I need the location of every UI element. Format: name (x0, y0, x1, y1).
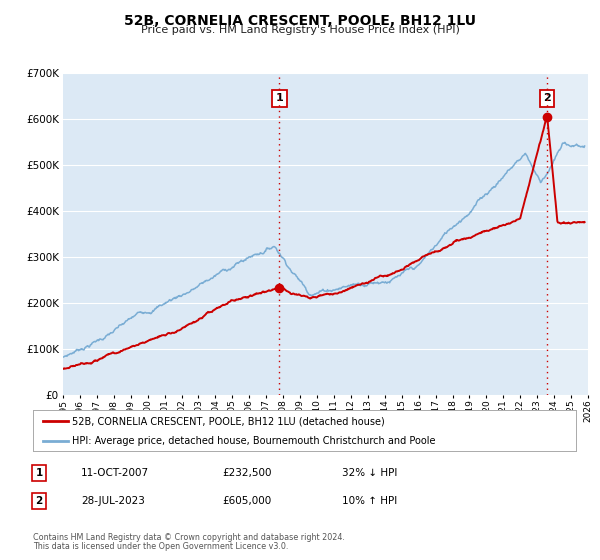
Text: 2: 2 (35, 496, 43, 506)
Text: Price paid vs. HM Land Registry's House Price Index (HPI): Price paid vs. HM Land Registry's House … (140, 25, 460, 35)
Text: 32% ↓ HPI: 32% ↓ HPI (342, 468, 397, 478)
Text: 52B, CORNELIA CRESCENT, POOLE, BH12 1LU (detached house): 52B, CORNELIA CRESCENT, POOLE, BH12 1LU … (72, 417, 385, 426)
Text: 11-OCT-2007: 11-OCT-2007 (81, 468, 149, 478)
Text: Contains HM Land Registry data © Crown copyright and database right 2024.: Contains HM Land Registry data © Crown c… (33, 533, 345, 542)
Text: This data is licensed under the Open Government Licence v3.0.: This data is licensed under the Open Gov… (33, 542, 289, 551)
Text: 28-JUL-2023: 28-JUL-2023 (81, 496, 145, 506)
Text: £232,500: £232,500 (222, 468, 271, 478)
Text: 10% ↑ HPI: 10% ↑ HPI (342, 496, 397, 506)
Text: 2: 2 (543, 93, 551, 103)
Text: 52B, CORNELIA CRESCENT, POOLE, BH12 1LU: 52B, CORNELIA CRESCENT, POOLE, BH12 1LU (124, 14, 476, 28)
Text: 1: 1 (275, 93, 283, 103)
Text: HPI: Average price, detached house, Bournemouth Christchurch and Poole: HPI: Average price, detached house, Bour… (72, 436, 436, 446)
Text: 1: 1 (35, 468, 43, 478)
Text: £605,000: £605,000 (222, 496, 271, 506)
Bar (547, 73, 588, 395)
